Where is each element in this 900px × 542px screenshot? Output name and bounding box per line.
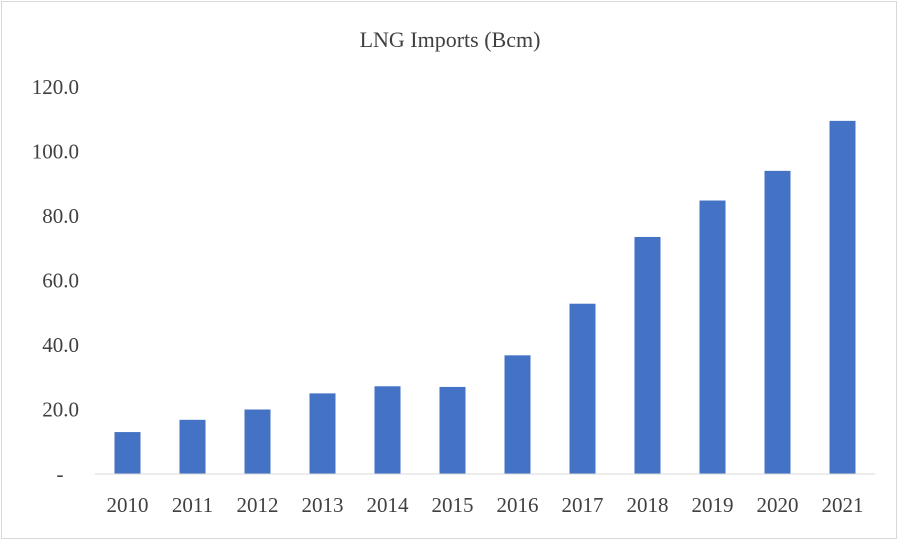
bar-2018 [634, 236, 661, 474]
y-tick-label: 120.0 [32, 75, 79, 99]
x-tick-label: 2011 [172, 493, 213, 517]
bar-2021 [829, 120, 856, 475]
x-tick-label: 2016 [497, 493, 539, 517]
bar-2015 [439, 386, 466, 474]
x-tick-label: 2021 [822, 493, 864, 517]
x-tick-label: 2020 [757, 493, 799, 517]
bar-2011 [179, 419, 206, 474]
y-tick-label: 60.0 [42, 269, 79, 293]
x-tick-label: 2019 [692, 493, 734, 517]
x-tick-label: 2012 [237, 493, 279, 517]
bar-2019 [699, 200, 726, 474]
bar-2013 [309, 393, 336, 474]
bars [114, 120, 856, 475]
x-tick-label: 2014 [367, 493, 410, 517]
bar-2014 [374, 386, 401, 474]
y-axis-ticks: - 20.0 40.0 60.0 80.0 100.0 120.0 [32, 75, 79, 486]
y-tick-label: - [57, 462, 64, 486]
bar-2010 [114, 432, 141, 474]
x-tick-label: 2013 [302, 493, 344, 517]
x-tick-label: 2015 [432, 493, 474, 517]
bar-2012 [244, 409, 271, 474]
x-tick-label: 2010 [107, 493, 149, 517]
y-tick-label: 80.0 [42, 204, 79, 228]
bar-2017 [569, 303, 596, 474]
chart-title: LNG Imports (Bcm) [360, 27, 541, 52]
x-axis-ticks: 2010 2011 2012 2013 2014 2015 2016 2017 2018 2019… [107, 493, 864, 517]
y-tick-label: 20.0 [42, 398, 79, 422]
x-tick-label: 2018 [627, 493, 669, 517]
y-tick-label: 100.0 [32, 140, 79, 164]
bar-2016 [504, 355, 531, 474]
y-tick-label: 40.0 [42, 333, 79, 357]
bar-2020 [764, 170, 791, 474]
x-tick-label: 2017 [562, 493, 604, 517]
